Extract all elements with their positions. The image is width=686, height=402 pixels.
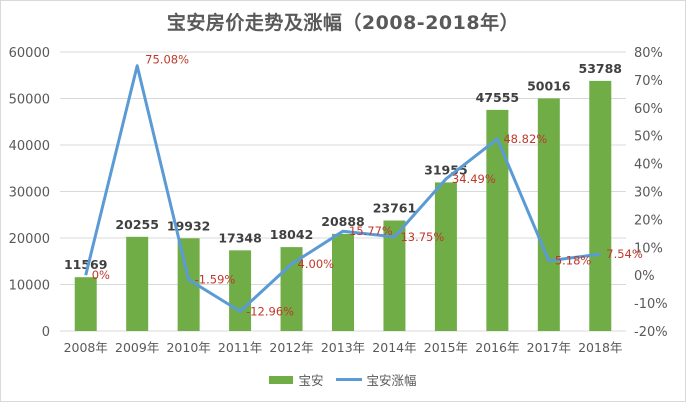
bar <box>332 233 354 331</box>
line-value-label: 13.75% <box>400 230 444 244</box>
bar-value-label: 31955 <box>424 162 468 177</box>
bar-value-label: 17348 <box>218 230 262 245</box>
right-axis-tick: 80% <box>634 46 663 61</box>
x-axis-tick: 2009年 <box>115 340 159 355</box>
line-value-label: -12.96% <box>246 304 294 318</box>
line-value-label: 7.54% <box>606 247 643 261</box>
bar-value-label: 20888 <box>321 214 365 229</box>
bar-value-label: 53788 <box>579 61 623 76</box>
line-value-label: -1.59% <box>195 273 236 287</box>
x-axis-tick: 2008年 <box>64 340 108 355</box>
right-axis-tick: -10% <box>634 297 668 312</box>
chart-title: 宝安房价走势及涨幅（2008-2018年） <box>166 12 520 34</box>
legend-bar-swatch-icon <box>269 375 294 384</box>
legend-line-label: 宝安涨幅 <box>366 373 417 388</box>
bar <box>589 80 612 331</box>
right-axis-tick: 10% <box>634 241 663 256</box>
left-axis-tick: 0 <box>42 325 50 340</box>
x-axis-tick: 2013年 <box>321 340 365 355</box>
left-axis-tick: 50000 <box>9 93 50 108</box>
line-value-label: 0% <box>92 268 110 282</box>
bar <box>383 220 406 331</box>
bar-value-label: 50016 <box>527 78 571 93</box>
left-axis-tick: 20000 <box>9 232 50 247</box>
legend-bar-label: 宝安 <box>298 373 324 388</box>
right-axis-tick: 20% <box>634 213 663 228</box>
legend-line-swatch-icon <box>335 378 362 381</box>
x-axis-tick: 2015年 <box>424 340 468 355</box>
bar <box>537 98 560 331</box>
right-axis-tick: 0% <box>634 269 655 284</box>
line-value-label: 4.00% <box>298 257 335 271</box>
legend-item-line: 宝安涨幅 <box>330 370 417 389</box>
line-value-label: 48.82% <box>503 132 547 146</box>
x-axis-tick: 2010年 <box>166 340 210 355</box>
right-axis-tick: 60% <box>634 102 663 117</box>
bar <box>229 250 252 331</box>
x-axis-tick: 2014年 <box>372 340 416 355</box>
line-value-label: 5.18% <box>555 254 592 268</box>
x-axis-tick: 2016年 <box>475 340 519 355</box>
bar-value-label: 18042 <box>270 227 314 242</box>
right-axis-tick: -20% <box>634 325 668 340</box>
line-series <box>84 64 601 313</box>
x-axis-tick: 2018年 <box>578 340 622 355</box>
line-value-label: 75.08% <box>145 53 189 67</box>
bar-value-label: 47555 <box>476 90 520 105</box>
x-axis-tick: 2017年 <box>527 340 571 355</box>
right-axis-tick: 40% <box>634 158 663 173</box>
left-axis-tick: 40000 <box>9 139 50 154</box>
bar-value-label: 23761 <box>373 201 417 216</box>
legend-item-bar: 宝安 <box>269 370 324 389</box>
bar-value-label: 20255 <box>115 217 159 232</box>
left-axis-tick: 60000 <box>9 46 50 61</box>
left-axis-tick: 10000 <box>9 279 50 294</box>
x-axis-tick: 2011年 <box>218 340 262 355</box>
line-value-label: 15.77% <box>349 224 393 238</box>
bar-value-label: 11569 <box>64 257 108 272</box>
legend: 宝安 宝安涨幅 <box>0 370 686 389</box>
line-value-label: 34.49% <box>452 172 496 186</box>
bar <box>126 236 149 331</box>
bar <box>434 182 457 331</box>
bar <box>486 109 509 331</box>
right-axis-tick: 70% <box>634 74 663 89</box>
bar <box>74 277 97 331</box>
x-axis-tick: 2012年 <box>269 340 313 355</box>
right-axis-tick: 50% <box>634 130 663 145</box>
right-axis-tick: 30% <box>634 186 663 201</box>
left-axis-tick: 30000 <box>9 186 50 201</box>
